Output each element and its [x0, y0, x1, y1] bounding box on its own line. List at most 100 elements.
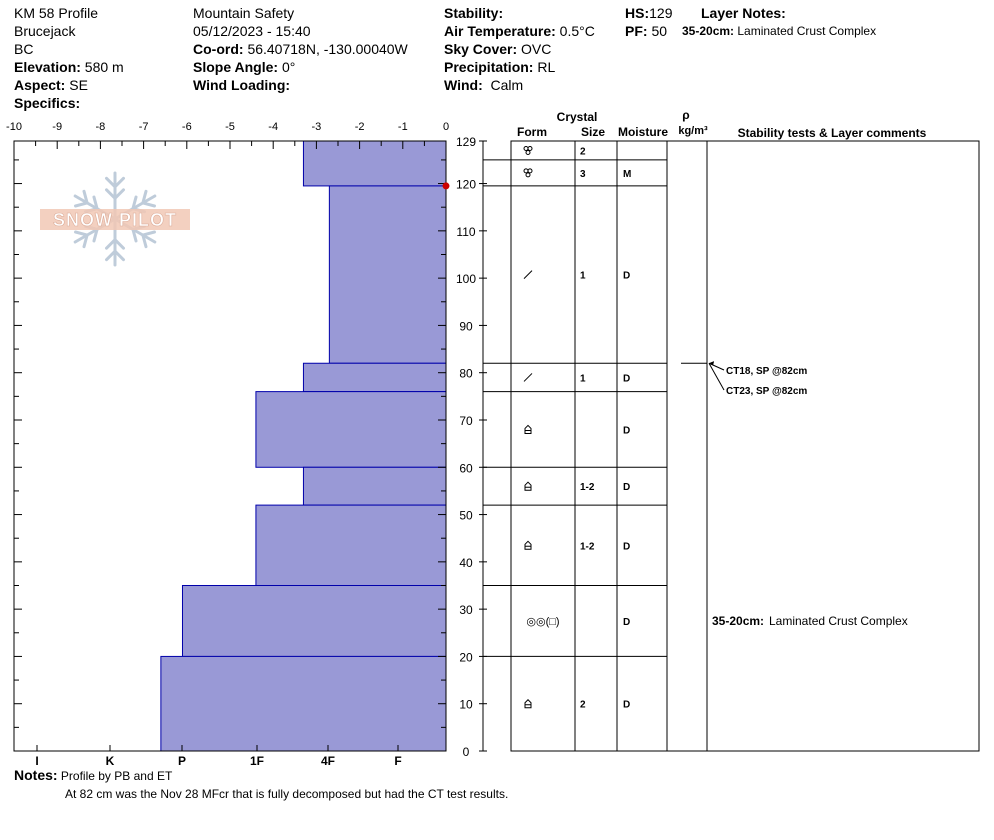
header-stability-comments: Stability tests & Layer comments	[738, 126, 927, 140]
hardness-bar-2	[302, 362, 447, 393]
stability-test-0: CT18, SP @82cm	[726, 366, 807, 377]
melt-forms-icon-0	[523, 145, 529, 151]
hardness-label-I: I	[35, 754, 38, 768]
hardness-label-1F: 1F	[250, 754, 264, 768]
temp-tick-label-3: -7	[139, 121, 149, 133]
layer-comment-range: 35-20cm:	[712, 614, 764, 628]
sky-cover: Sky Cover: OVC	[444, 41, 552, 57]
temperature-point-0	[442, 182, 450, 190]
slope-angle: Slope Angle: 0°	[193, 59, 296, 75]
notes-text-1: Profile by PB and ET	[60, 769, 173, 783]
header-col3: Stability: Air Temperature: 0.5°C Sky Co…	[444, 4, 595, 94]
header-col2: Mountain Safety 05/12/2023 - 15:40 Co-or…	[193, 4, 408, 94]
melt-forms-icon-c-1	[525, 172, 531, 178]
hardness-bar-3	[255, 391, 447, 468]
layer-moisture-2: D	[623, 271, 630, 282]
header-form: Form	[517, 125, 547, 139]
depth-hoar-icon-6	[524, 540, 532, 550]
hardness-bar-1	[328, 185, 447, 364]
melt-forms-icon-1	[523, 168, 529, 174]
depth-label-90: 90	[459, 319, 473, 333]
layer-moisture-6: D	[623, 541, 630, 552]
depth-label-70: 70	[459, 414, 473, 428]
header-density-unit: kg/m³	[678, 125, 708, 137]
depth-label-120: 120	[456, 178, 476, 192]
wind-loading: Wind Loading:	[193, 77, 291, 93]
temp-tick-label-8: -2	[355, 121, 365, 133]
melt-freeze-faceted-icon-7: ◎◎(□)	[526, 616, 559, 628]
layer-size-6: 1-2	[580, 541, 595, 552]
decomposing-icon-2	[523, 270, 533, 279]
layer-notes-label: Layer Notes:	[701, 5, 786, 21]
stability-test-arrowhead-1	[709, 361, 714, 366]
specifics: Specifics:	[14, 95, 81, 111]
notes-label: Notes:	[14, 767, 58, 783]
air-temperature: Air Temperature: 0.5°C	[444, 23, 595, 39]
header-size: Size	[581, 125, 605, 139]
layer-size-2: 1	[580, 271, 586, 282]
depth-label-0: 0	[463, 745, 470, 759]
hardness-bar-4	[302, 466, 447, 506]
layer-moisture-1: M	[623, 169, 631, 180]
hardness-bar-0	[302, 140, 447, 187]
layer-moisture-8: D	[623, 700, 630, 711]
precipitation: Precipitation: RL	[444, 59, 556, 75]
depth-label-40: 40	[459, 556, 473, 570]
notes-text-2: At 82 cm was the Nov 28 MFcr that is ful…	[65, 787, 509, 801]
region: BC	[14, 41, 34, 57]
melt-forms-icon-c-0	[525, 149, 531, 155]
depth-hoar-icon-4	[524, 424, 532, 434]
hardness-label-F: F	[394, 754, 401, 768]
hardness-label-P: P	[178, 754, 186, 768]
aspect: Aspect: SE	[14, 77, 88, 93]
layer-size-1: 3	[580, 169, 586, 180]
header-col4: HS:129 PF: 50	[625, 4, 672, 40]
temp-tick-label-7: -3	[312, 121, 322, 133]
layer-size-0: 2	[580, 146, 586, 157]
temp-tick-label-9: -1	[398, 121, 408, 133]
temp-tick-label-6: -4	[268, 121, 278, 133]
temp-tick-label-0: -10	[6, 121, 22, 133]
melt-forms-icon-b-0	[527, 145, 533, 151]
stability-test-1: CT23, SP @82cm	[726, 386, 807, 397]
elevation: Elevation: 580 m	[14, 59, 124, 75]
stability-test-pointer-1	[708, 363, 725, 391]
depth-label-80: 80	[459, 367, 473, 381]
stability: Stability:	[444, 5, 504, 21]
layer-moisture-3: D	[623, 373, 630, 384]
penetration-foot: PF: 50	[625, 23, 668, 39]
layer-table-frame	[510, 140, 980, 752]
layer-size-8: 2	[580, 700, 586, 711]
layer-notes-text: Laminated Crust Complex	[737, 24, 877, 38]
header-rho: ρ	[682, 108, 689, 122]
layer-notes-header: Layer Notes:	[701, 4, 786, 22]
melt-forms-icon-b-1	[527, 168, 533, 174]
layer-notes-range: 35-20cm:	[682, 24, 735, 38]
layer-moisture-4: D	[623, 425, 630, 436]
temp-tick-label-4: -6	[182, 121, 192, 133]
depth-label-30: 30	[459, 603, 473, 617]
layer-size-3: 1	[580, 373, 586, 384]
snowpilot-logo: SNOW PILOT	[40, 171, 190, 267]
temp-tick-label-5: -5	[225, 121, 235, 133]
hardness-label-4F: 4F	[321, 754, 335, 768]
depth-label-100: 100	[456, 272, 476, 286]
notes-line1: Notes: Profile by PB and ET	[14, 767, 172, 783]
depth-label-110: 110	[456, 225, 475, 239]
header-crystal: Crystal	[557, 110, 598, 124]
temp-tick-label-10: 0	[443, 121, 449, 133]
depth-hoar-icon-8	[524, 699, 532, 709]
layer-comment-text: Laminated Crust Complex	[769, 614, 908, 628]
layer-moisture-7: D	[623, 617, 630, 628]
hardness-bar-5	[255, 504, 447, 586]
depth-label-50: 50	[459, 509, 473, 523]
header-moisture: Moisture	[618, 125, 668, 139]
layer-size-5: 1-2	[580, 482, 595, 493]
logo-text: SNOW PILOT	[53, 210, 177, 230]
layer-notes-entry: 35-20cm: Laminated Crust Complex	[682, 22, 876, 40]
observation-datetime: 05/12/2023 - 15:40	[193, 23, 311, 39]
decomposing-icon-3	[523, 373, 533, 382]
layer-moisture-5: D	[623, 482, 630, 493]
depth-label-20: 20	[459, 650, 473, 664]
